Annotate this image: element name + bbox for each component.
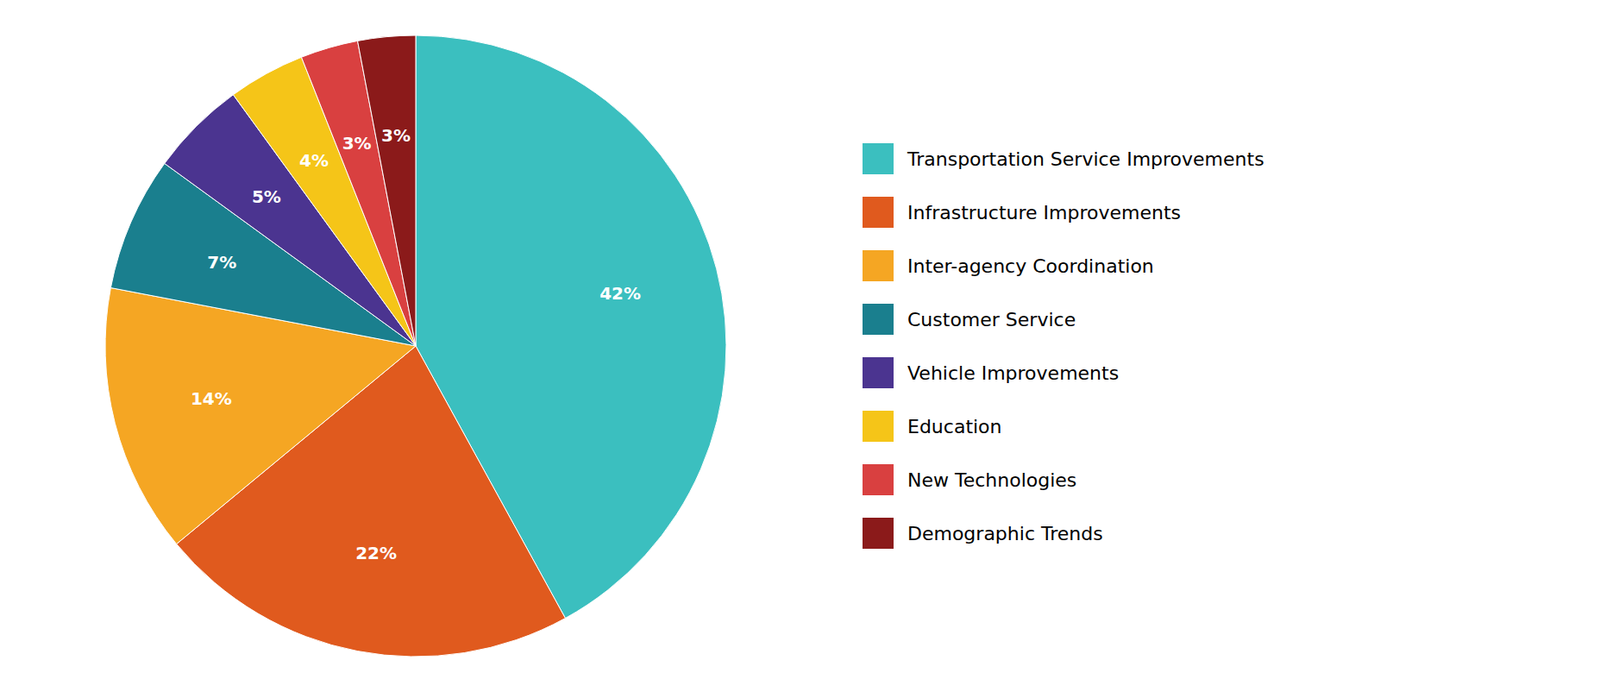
data-label: 4% [299, 150, 329, 171]
legend-label: Inter-agency Coordination [907, 255, 1155, 277]
data-label: 42% [599, 282, 641, 304]
data-label: 3% [342, 132, 372, 154]
legend-label: Education [907, 415, 1003, 438]
legend-swatch [862, 410, 894, 442]
legend-swatch [862, 464, 894, 496]
pie [105, 35, 727, 657]
data-label: 14% [190, 388, 233, 409]
data-label: 22% [355, 542, 397, 564]
data-label: 5% [251, 186, 282, 208]
legend-swatch [862, 250, 894, 282]
legend-label: Transportation Service Improvements [906, 148, 1265, 170]
legend-label: Infrastructure Improvements [907, 201, 1181, 224]
legend-label: Demographic Trends [907, 522, 1104, 545]
legend-label: Customer Service [907, 308, 1076, 331]
legend-swatch [862, 303, 894, 335]
legend-swatch [862, 517, 894, 549]
data-labels: 42% 22% 14% 7% 5% 4% 3% 3% [190, 125, 641, 564]
chart-container: 42% 22% 14% 7% 5% 4% 3% 3% Transportation Servic… [0, 0, 1600, 692]
chart-svg: 42% 22% 14% 7% 5% 4% 3% 3% Transportation Servic… [0, 0, 1600, 692]
legend: Transportation Service Improvements Infra… [862, 143, 1265, 549]
data-label: 7% [207, 251, 237, 273]
legend-swatch [862, 143, 894, 175]
data-label: 3% [381, 125, 411, 146]
legend-swatch [862, 196, 894, 228]
legend-swatch [862, 357, 894, 389]
legend-label: New Technologies [907, 469, 1077, 491]
legend-label: Vehicle Improvements [907, 362, 1119, 384]
pie-slice [357, 35, 416, 346]
